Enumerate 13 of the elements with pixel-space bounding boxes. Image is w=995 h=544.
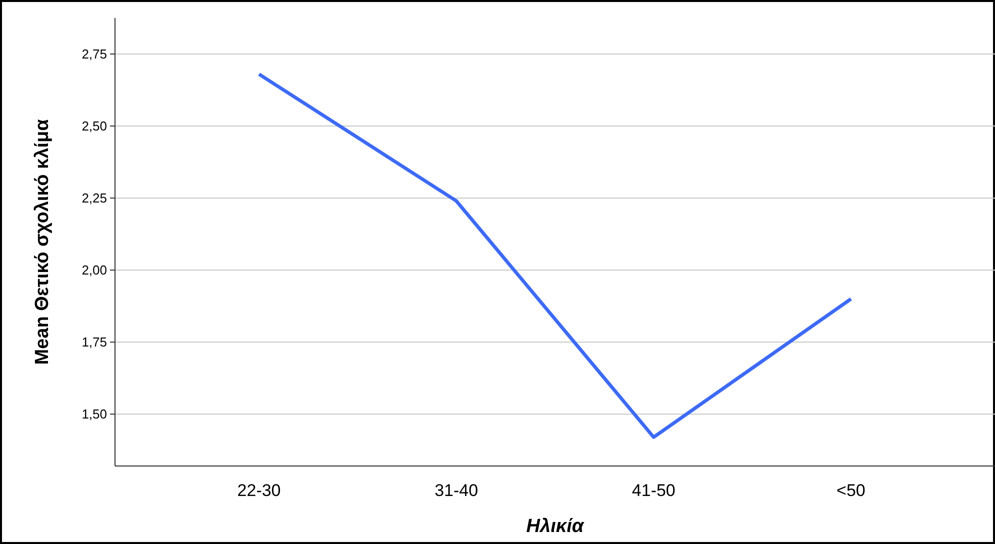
x-tick-label: <50 <box>836 481 866 500</box>
line-series <box>257 72 853 439</box>
y-tick-label: 1,75 <box>82 334 107 350</box>
y-tick-label: 2,25 <box>82 190 107 206</box>
x-tick-label: 22-30 <box>237 481 281 500</box>
y-tick-label: 2,75 <box>82 46 107 62</box>
y-tick-label: 2,50 <box>82 118 107 134</box>
x-tick-label: 41-50 <box>632 481 676 500</box>
y-tick-label: 1,50 <box>82 406 107 422</box>
x-axis-title: Ηλικία <box>526 516 585 537</box>
y-tick-label: 2,00 <box>82 262 107 278</box>
y-axis-title: Mean Θετικό σχολικό κλίμα <box>32 118 53 365</box>
x-tick-label: 31-40 <box>434 481 478 500</box>
